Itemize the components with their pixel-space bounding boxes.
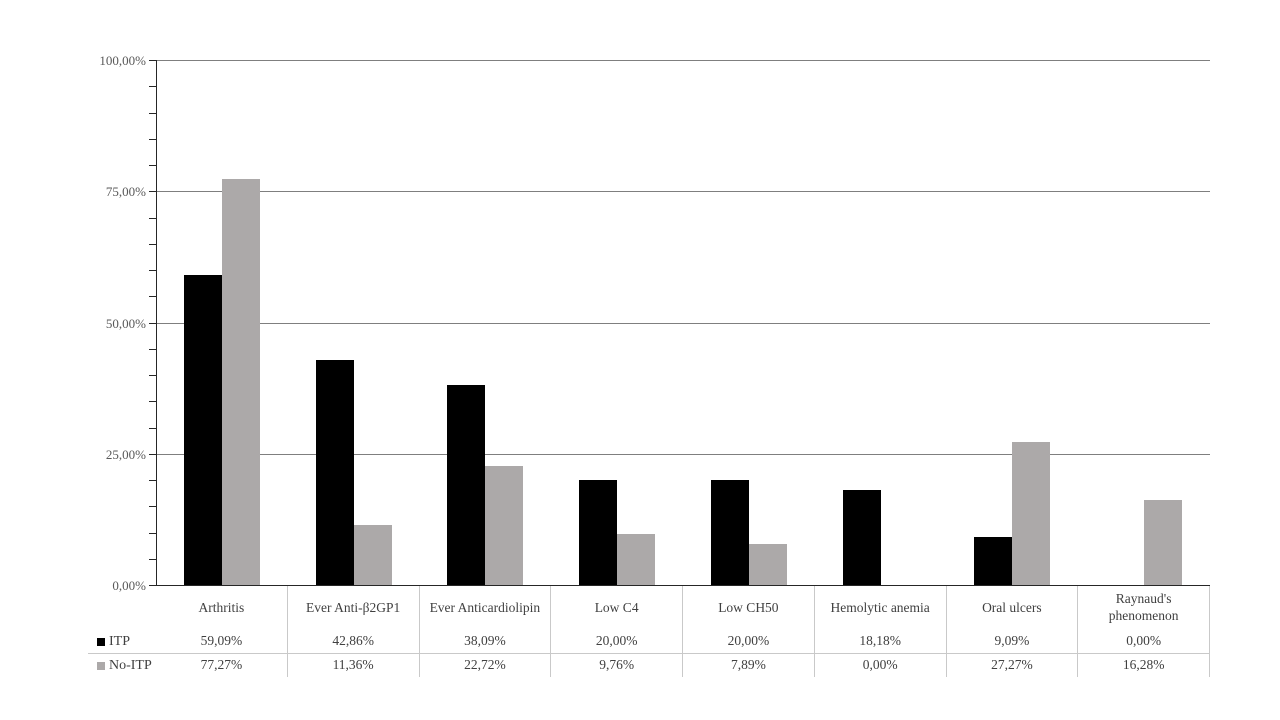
category-label-ever-anti-2gp1: Ever Anti-β2GP1 [288, 586, 420, 630]
bar-no-itp-raynaud-s-phenomenon [1144, 499, 1183, 585]
category-column-low-c4 [551, 60, 683, 585]
y-tick-80 [149, 165, 156, 166]
value-cell-no-itp-ever-anticardiolipin: 22,72% [420, 654, 552, 677]
plot-area [156, 60, 1210, 585]
legend-label-no-itp: No-ITP [109, 657, 152, 673]
bar-itp-ever-anti-2gp1 [315, 360, 354, 585]
bar-itp-ever-anticardiolipin [447, 385, 486, 585]
bar-no-itp-ever-anticardiolipin [485, 465, 524, 585]
value-cell-itp-ever-anti-2gp1: 42,86% [288, 630, 420, 653]
y-tick-5 [149, 558, 156, 560]
value-cell-no-itp-arthritis: 77,27% [156, 654, 288, 677]
series-row-itp: ITP 59,09% 42,86% 38,09% 20,00% 20,00% 18,18% 9… [88, 630, 1210, 653]
bar-no-itp-arthritis [221, 179, 260, 585]
y-axis-label-50: 50,00% [105, 315, 146, 331]
x-axis-line [156, 585, 1210, 586]
value-cell-itp-arthritis: 59,09% [156, 630, 288, 653]
y-tick-0 [149, 585, 156, 586]
bar-no-itp-ever-anti-2gp1 [353, 525, 392, 585]
value-cell-itp-hemolytic-anemia: 18,18% [815, 630, 947, 653]
y-axis-line [156, 60, 157, 586]
bar-no-itp-low-c4 [617, 533, 656, 585]
category-column-low-ch50 [683, 60, 815, 585]
category-label-oral-ulcers: Oral ulcers [947, 586, 1079, 630]
y-tick-65 [149, 243, 156, 245]
category-column-ever-anti-2gp1 [288, 60, 420, 585]
y-axis-label-100: 100,00% [99, 53, 146, 68]
y-tick-90 [149, 112, 156, 114]
gridline-25 [156, 453, 1210, 455]
gridline-75 [156, 191, 1210, 193]
y-tick-10 [149, 532, 156, 534]
value-cell-itp-low-ch50: 20,00% [683, 630, 815, 653]
value-cell-itp-oral-ulcers: 9,09% [947, 630, 1079, 653]
category-label-low-ch50: Low CH50 [683, 586, 815, 630]
y-tick-95 [149, 86, 156, 88]
legend-spacer [88, 586, 156, 630]
legend-marker-itp-icon [97, 637, 105, 646]
y-tick-50 [149, 322, 156, 324]
y-tick-45 [149, 348, 156, 350]
y-tick-30 [149, 427, 156, 429]
gridline-50 [156, 322, 1210, 324]
legend-item-no-itp: No-ITP [88, 654, 156, 677]
legend-item-itp: ITP [88, 630, 156, 653]
bar-no-itp-low-ch50 [748, 543, 787, 585]
value-cell-no-itp-hemolytic-anemia: 0,00% [815, 654, 947, 677]
y-tick-15 [149, 506, 156, 508]
y-tick-85 [149, 138, 156, 140]
bar-itp-oral-ulcers [974, 537, 1013, 585]
value-cell-no-itp-raynaud-s-phenomenon: 16,28% [1078, 654, 1210, 677]
bar-no-itp-oral-ulcers [1012, 441, 1051, 585]
value-cell-no-itp-ever-anti-2gp1: 11,36% [288, 654, 420, 677]
y-axis-label-25: 25,00% [105, 446, 146, 462]
y-tick-55 [149, 296, 156, 298]
bar-columns [156, 60, 1210, 585]
category-label-hemolytic-anemia: Hemolytic anemia [815, 586, 947, 630]
category-label-row: Arthritis Ever Anti-β2GP1 Ever Anticardiol… [88, 586, 1210, 630]
category-column-arthritis [156, 60, 288, 585]
bar-itp-low-ch50 [710, 480, 749, 585]
y-tick-60 [149, 270, 156, 271]
category-label-ever-anticardiolipin: Ever Anticardiolipin [420, 586, 552, 630]
value-cell-itp-ever-anticardiolipin: 38,09% [420, 630, 552, 653]
category-column-raynaud-s-phenomenon [1078, 60, 1210, 585]
legend-label-itp: ITP [109, 633, 130, 649]
y-tick-35 [149, 401, 156, 403]
y-tick-75 [149, 191, 156, 193]
value-cell-no-itp-oral-ulcers: 27,27% [947, 654, 1079, 677]
y-tick-40 [149, 375, 156, 376]
category-column-hemolytic-anemia [815, 60, 947, 585]
value-cell-no-itp-low-ch50: 7,89% [683, 654, 815, 677]
series-row-no-itp: No-ITP 77,27% 11,36% 22,72% 9,76% 7,89% 0,00% 2… [88, 653, 1210, 677]
legend-marker-no-itp-icon [97, 661, 105, 670]
category-column-ever-anticardiolipin [420, 60, 552, 585]
category-label-low-c4: Low C4 [551, 586, 683, 630]
data-table: Arthritis Ever Anti-β2GP1 Ever Anticardiol… [88, 586, 1210, 677]
y-axis-label-0: 0,00% [112, 578, 146, 593]
bar-itp-hemolytic-anemia [842, 489, 881, 585]
y-tick-70 [149, 217, 156, 219]
value-cell-no-itp-low-c4: 9,76% [551, 654, 683, 677]
y-axis-label-75: 75,00% [105, 184, 146, 200]
category-label-raynaud-s-phenomenon: Raynaud's phenomenon [1078, 586, 1210, 630]
y-tick-100 [149, 60, 156, 61]
gridline-100 [156, 60, 1210, 61]
y-tick-20 [149, 480, 156, 481]
bar-itp-low-c4 [579, 480, 618, 585]
y-tick-25 [149, 453, 156, 455]
category-label-arthritis: Arthritis [156, 586, 288, 630]
value-cell-itp-low-c4: 20,00% [551, 630, 683, 653]
bar-itp-arthritis [183, 274, 222, 585]
category-column-oral-ulcers [947, 60, 1079, 585]
value-cell-itp-raynaud-s-phenomenon: 0,00% [1078, 630, 1210, 653]
